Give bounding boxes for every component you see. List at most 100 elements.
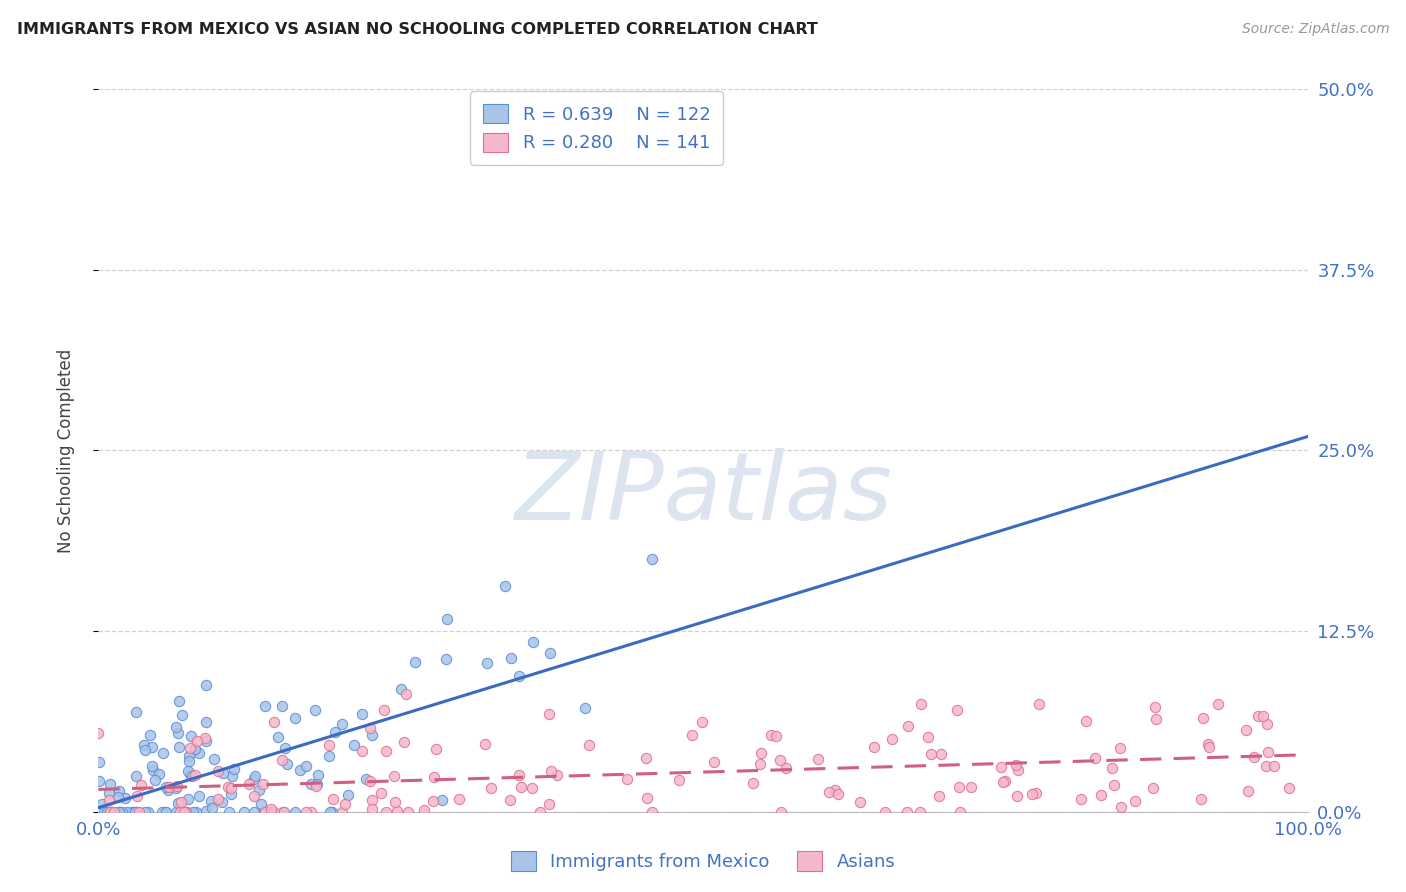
Point (252, 776, 274, 790)
Legend: R = 0.639    N = 122, R = 0.280    N = 141: R = 0.639 N = 122, R = 0.280 N = 141 (470, 91, 723, 165)
Point (337, 788, 360, 802)
Point (1234, 723, 1257, 737)
Point (270, 698, 292, 713)
Point (474, 737, 496, 751)
Point (960, 780, 983, 794)
Point (155, 805, 177, 819)
Point (195, 678, 218, 692)
Point (360, 802, 382, 816)
Point (247, 783, 270, 797)
Point (1256, 717, 1278, 731)
Text: IMMIGRANTS FROM MEXICO VS ASIAN NO SCHOOLING COMPLETED CORRELATION CHART: IMMIGRANTS FROM MEXICO VS ASIAN NO SCHOO… (17, 22, 818, 37)
Point (1247, 709, 1270, 723)
Point (1143, 700, 1166, 714)
Point (361, 727, 384, 741)
Point (221, 769, 243, 783)
Point (1144, 712, 1167, 726)
Point (882, 731, 904, 746)
Point (538, 797, 561, 812)
Point (413, 803, 436, 817)
Point (343, 738, 366, 752)
Point (218, 805, 240, 819)
Point (93, 805, 115, 819)
Point (404, 656, 426, 670)
Point (394, 735, 416, 749)
Point (1278, 781, 1301, 796)
Point (374, 744, 396, 758)
Point (1198, 739, 1220, 754)
Point (765, 729, 787, 743)
Point (243, 772, 266, 786)
Point (194, 731, 217, 746)
Point (1191, 710, 1213, 724)
Point (949, 805, 972, 819)
Point (243, 805, 266, 819)
Point (211, 766, 233, 780)
Point (254, 698, 277, 713)
Point (188, 789, 211, 804)
Point (395, 687, 418, 701)
Point (361, 793, 384, 807)
Point (97, 805, 120, 819)
Point (321, 805, 343, 819)
Point (177, 749, 200, 764)
Point (641, 805, 664, 819)
Point (499, 793, 522, 807)
Point (1197, 737, 1219, 751)
Point (173, 805, 195, 819)
Point (436, 652, 458, 666)
Point (243, 789, 266, 804)
Point (769, 805, 792, 819)
Point (121, 805, 143, 819)
Point (108, 784, 131, 798)
Point (254, 805, 277, 819)
Point (152, 746, 174, 760)
Point (134, 805, 156, 819)
Point (134, 743, 156, 757)
Point (775, 761, 797, 775)
Point (948, 780, 970, 794)
Point (540, 764, 562, 779)
Point (863, 740, 886, 755)
Point (299, 777, 322, 791)
Point (385, 804, 408, 818)
Point (125, 706, 148, 720)
Point (156, 782, 179, 797)
Point (207, 792, 229, 806)
Point (1237, 783, 1260, 797)
Point (177, 764, 200, 778)
Point (318, 805, 340, 819)
Point (307, 768, 329, 782)
Point (165, 805, 187, 819)
Point (153, 805, 176, 819)
Point (263, 714, 285, 729)
Point (494, 579, 516, 593)
Point (238, 777, 260, 791)
Point (219, 780, 242, 795)
Point (423, 771, 446, 785)
Point (690, 715, 713, 730)
Point (169, 739, 191, 754)
Point (108, 805, 131, 819)
Point (157, 780, 180, 794)
Point (1257, 745, 1279, 759)
Point (179, 766, 201, 780)
Point (751, 746, 773, 760)
Point (305, 777, 328, 791)
Point (991, 775, 1014, 789)
Point (221, 788, 243, 802)
Point (641, 552, 664, 566)
Point (529, 805, 551, 819)
Point (107, 789, 129, 804)
Point (537, 707, 560, 722)
Point (703, 755, 725, 769)
Point (101, 805, 124, 819)
Point (807, 752, 830, 766)
Point (125, 769, 148, 783)
Point (98, 805, 121, 819)
Point (97, 805, 120, 819)
Point (284, 805, 307, 819)
Point (827, 787, 849, 801)
Point (184, 767, 207, 781)
Point (1028, 697, 1050, 711)
